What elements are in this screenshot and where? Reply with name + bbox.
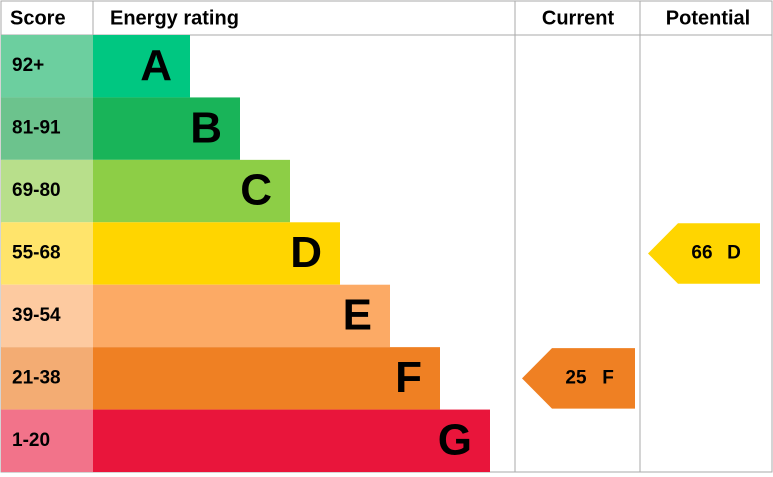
score-range: 55-68 [12, 243, 61, 264]
header-potential: Potential [666, 7, 750, 29]
score-range: 1-20 [12, 430, 50, 451]
potential-arrow [648, 223, 760, 284]
rating-bar [93, 284, 390, 348]
rating-letter: E [343, 291, 372, 340]
score-range: 92+ [12, 55, 44, 76]
score-cell [1, 284, 93, 348]
score-range: 69-80 [12, 180, 61, 201]
rating-letter: F [395, 353, 422, 402]
score-cell [1, 35, 93, 98]
rating-bar [93, 159, 290, 223]
score-cell [1, 222, 93, 285]
potential-letter: D [727, 243, 741, 264]
score-cell [1, 409, 93, 472]
rating-letter: G [438, 415, 472, 464]
rating-bar [93, 347, 440, 410]
header-rating: Energy rating [110, 7, 239, 29]
current-letter: F [602, 367, 614, 388]
rating-letter: D [290, 228, 322, 277]
score-cell [1, 347, 93, 410]
score-range: 39-54 [12, 305, 61, 326]
score-range: 21-38 [12, 367, 61, 388]
score-cell [1, 97, 93, 160]
rating-letter: B [190, 103, 222, 152]
header-current: Current [542, 7, 615, 29]
score-cell [1, 159, 93, 223]
rating-bar [93, 35, 190, 98]
score-range: 81-91 [12, 118, 61, 139]
potential-value: 66 [691, 243, 712, 264]
current-arrow [522, 348, 635, 409]
rating-bar [93, 222, 340, 285]
header-score: Score [10, 7, 66, 29]
current-value: 25 [565, 367, 587, 388]
rating-letter: C [240, 166, 272, 215]
rating-bar [93, 409, 490, 472]
rating-bar [93, 97, 240, 160]
rating-letter: A [140, 41, 172, 90]
